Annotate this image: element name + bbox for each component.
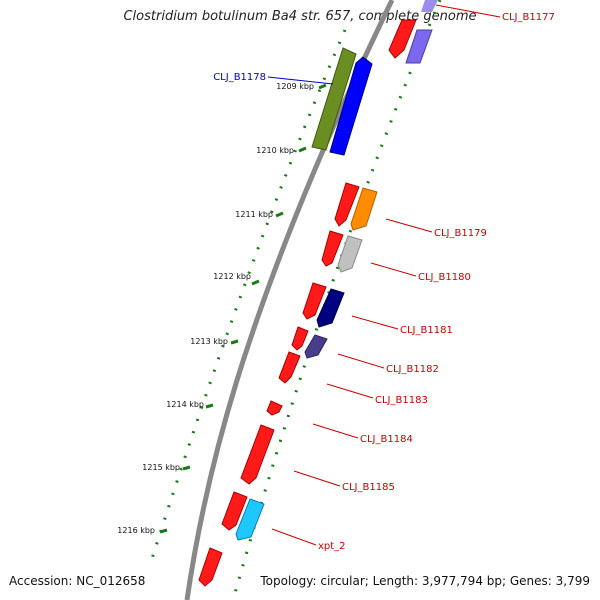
tick-mark: [230, 339, 239, 345]
gene-feature-red[interactable]: [334, 182, 360, 227]
connector-line: [326, 383, 374, 399]
connector-line: [293, 470, 341, 487]
tick-label: 1209 kbp: [276, 82, 314, 91]
genome-backbone: [184, 0, 395, 600]
gene-feature-grey[interactable]: [337, 235, 363, 273]
gene-label[interactable]: CLJ_B1179: [434, 228, 487, 239]
connector-line: [385, 218, 433, 233]
gene-feature-slate[interactable]: [304, 334, 328, 359]
tick-mark: [275, 211, 284, 218]
gene-feature-blue[interactable]: [329, 56, 373, 156]
connector-line: [351, 315, 399, 330]
gene-feature-lavender[interactable]: [405, 29, 433, 64]
gene-label[interactable]: CLJ_B1182: [386, 364, 439, 375]
gene-feature-red[interactable]: [266, 400, 283, 416]
tick-mark: [318, 83, 327, 90]
connector-line: [337, 353, 385, 369]
gene-feature-cyan[interactable]: [235, 498, 265, 541]
connector-line: [267, 76, 334, 85]
gene-feature-red[interactable]: [221, 491, 248, 531]
tick-mark: [205, 403, 214, 409]
gene-feature-red[interactable]: [321, 230, 344, 267]
gene-label[interactable]: CLJ_B1181: [400, 325, 453, 336]
tick-label: 1210 kbp: [256, 146, 294, 155]
accession-value: NC_012658: [76, 574, 146, 588]
topology-info: Topology: circular; Length: 3,977,794 bp…: [260, 574, 590, 588]
gene-feature-red[interactable]: [240, 424, 275, 485]
gene-label[interactable]: CLJ_B1183: [375, 395, 428, 406]
gene-feature-orange[interactable]: [350, 187, 378, 231]
gene-feature-red[interactable]: [198, 547, 223, 587]
inner-dotted-track: [231, 0, 442, 600]
tick-mark: [251, 279, 260, 286]
gene-features: [198, 0, 438, 587]
tick-label: 1212 kbp: [213, 272, 251, 281]
gene-label[interactable]: CLJ_B1180: [418, 272, 471, 283]
gene-feature-olive[interactable]: [311, 47, 357, 151]
kbp-ticks: 1209 kbp 1210 kbp 1211 kbp 1212 kbp 1213…: [117, 82, 327, 535]
gene-labels: CLJ_B1177 CLJ_B1178 CLJ_B1179 CLJ_B1180 …: [213, 12, 555, 552]
gene-label[interactable]: CLJ_B1178: [213, 72, 266, 83]
gene-label[interactable]: CLJ_B1177: [502, 12, 555, 23]
gene-feature-navy[interactable]: [316, 288, 345, 328]
tick-label: 1216 kbp: [117, 526, 155, 535]
tick-mark: [159, 528, 168, 534]
gene-feature-red[interactable]: [302, 282, 327, 320]
accession-info: Accession: NC_012658: [9, 574, 145, 588]
label-connectors: [267, 4, 501, 546]
connector-line: [435, 4, 501, 18]
tick-label: 1211 kbp: [235, 210, 273, 219]
gene-label[interactable]: xpt_2: [318, 541, 346, 552]
tick-label: 1214 kbp: [166, 400, 204, 409]
gene-feature-red[interactable]: [388, 19, 417, 59]
tick-label: 1213 kbp: [190, 337, 228, 346]
gene-feature-red[interactable]: [291, 326, 309, 351]
connector-line: [271, 528, 317, 546]
gene-feature-lavender[interactable]: [421, 0, 438, 12]
tick-mark: [298, 146, 307, 153]
tick-label: 1215 kbp: [142, 463, 180, 472]
accession-label: Accession:: [9, 574, 73, 588]
tick-mark: [182, 465, 191, 471]
connector-line: [370, 262, 417, 277]
gene-label[interactable]: CLJ_B1185: [342, 482, 395, 493]
connector-line: [312, 423, 359, 439]
gene-feature-red[interactable]: [278, 351, 301, 384]
gene-label[interactable]: CLJ_B1184: [360, 434, 413, 445]
